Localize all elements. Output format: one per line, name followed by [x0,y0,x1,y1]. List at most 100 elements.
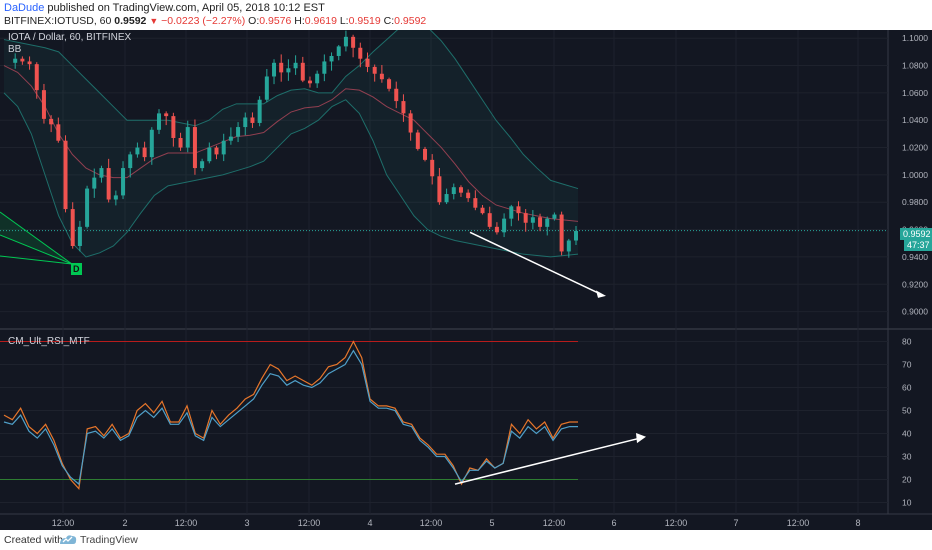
rsi-tick-label: 40 [902,429,912,439]
candle-body [20,58,25,62]
candle-body [538,217,543,227]
rsi-arrow-head [636,433,646,444]
low-value: 0.9519 [348,15,381,27]
price-trend-arrow [469,231,601,295]
candle-body [135,147,140,155]
publish-header: DaDude published on TradingView.com, Apr… [0,0,932,30]
open-label: O: [248,15,260,27]
symbol-line: BITFINEX:IOTUSD, 60 0.9592 ▼ −0.0223 (−2… [4,15,426,27]
pattern-line [0,234,73,265]
candle-body [466,192,471,199]
time-tick-label: 4 [367,518,372,528]
candle-body [13,58,18,63]
tradingview-brand[interactable]: TradingView [80,534,138,546]
candle-body [221,140,226,155]
time-tick-label: 12:00 [298,518,321,528]
candle-body [113,195,118,200]
down-arrow-icon: ▼ [149,16,159,26]
publish-line: DaDude published on TradingView.com, Apr… [4,2,325,14]
low-label: L: [339,15,349,27]
close-value: 0.9592 [394,15,427,27]
candle-body [343,36,348,47]
pattern-line [0,255,73,265]
time-tick-label: 3 [244,518,249,528]
candle-body [279,62,284,73]
candle-body [358,47,363,59]
candle-body [207,147,212,162]
bb-band-fill [4,30,578,257]
price-arrow-head [596,290,606,298]
tradingview-logo-icon [60,535,77,544]
candle-body [156,113,161,130]
pane-separator [0,328,932,330]
created-with-label: Created with [4,534,63,546]
rsi-line-slow [3,349,578,486]
time-tick-label: 6 [611,518,616,528]
candle-body [228,136,233,141]
candle-body [243,117,248,128]
candle-body [387,79,392,89]
candle-body [365,58,370,67]
candle-body [559,214,564,252]
candle-body [423,148,428,160]
candle-body [372,66,377,74]
time-tick-label: 12:00 [543,518,566,528]
candle-body [49,118,54,125]
candle-body [566,240,571,252]
high-label: H: [294,15,305,27]
candle-body [473,198,478,208]
time-tick-label: 12:00 [175,518,198,528]
candle-body [286,68,291,73]
candle-body [322,61,327,74]
candle-body [214,147,219,155]
candle-body [149,129,154,158]
candle-body [92,177,97,189]
price-change: −0.0223 (−2.27%) [161,15,246,27]
dividend-marker[interactable]: D [71,263,82,275]
candle-body [63,140,68,210]
candle-body [164,113,169,117]
rsi-tick-label: 60 [902,383,912,393]
candle-body [171,116,176,138]
candle-body [293,62,298,69]
pattern-line [0,211,73,265]
candle-body [458,187,463,193]
chart-canvas[interactable]: 12:00 2 12:00 3 12:00 4 12:00 5 12:00 6 12:00 7 12:0… [0,30,932,530]
author-link[interactable]: DaDude [4,2,45,14]
candle-body [502,218,507,233]
rsi-tick-label: 70 [902,360,912,370]
candle-body [34,64,39,91]
candle-body [494,226,499,233]
candle-body [401,101,406,114]
candle-body [257,99,262,123]
time-tick-label: 2 [122,518,127,528]
publish-info: published on TradingView.com, April 05, … [47,2,325,14]
candle-body [574,230,578,241]
candle-body [315,73,320,84]
time-tick-label: 5 [489,518,494,528]
time-tick-label: 7 [733,518,738,528]
rsi-trend-arrow [454,437,641,485]
time-tick-label: 12:00 [787,518,810,528]
rsi-pane-title[interactable]: CM_Ult_RSI_MTF [8,336,90,347]
price-tick-label: 1.0600 [902,88,928,98]
candle-body [444,194,449,203]
candle-body [178,137,183,148]
time-tick-label: 12:00 [52,518,75,528]
price-tick-label: 1.1000 [902,33,928,43]
price-tick-label: 0.9400 [902,252,928,262]
candle-body [200,161,205,169]
candle-body [480,207,485,214]
candle-body [250,117,255,123]
close-label: C: [383,15,395,27]
price-tick-label: 0.9800 [902,197,928,207]
last-price: 0.9592 [114,15,147,27]
countdown-tag: 47:37 [904,239,932,251]
candle-body [70,209,75,246]
candle-body [430,159,435,177]
price-tag: 0.9592 [900,228,932,240]
candle-body [106,168,111,200]
bb-indicator-label[interactable]: BB [8,44,22,55]
bb-upper-line [3,30,579,190]
chart-area[interactable]: 12:00 2 12:00 3 12:00 4 12:00 5 12:00 6 12:00 7 12:0… [0,30,932,530]
